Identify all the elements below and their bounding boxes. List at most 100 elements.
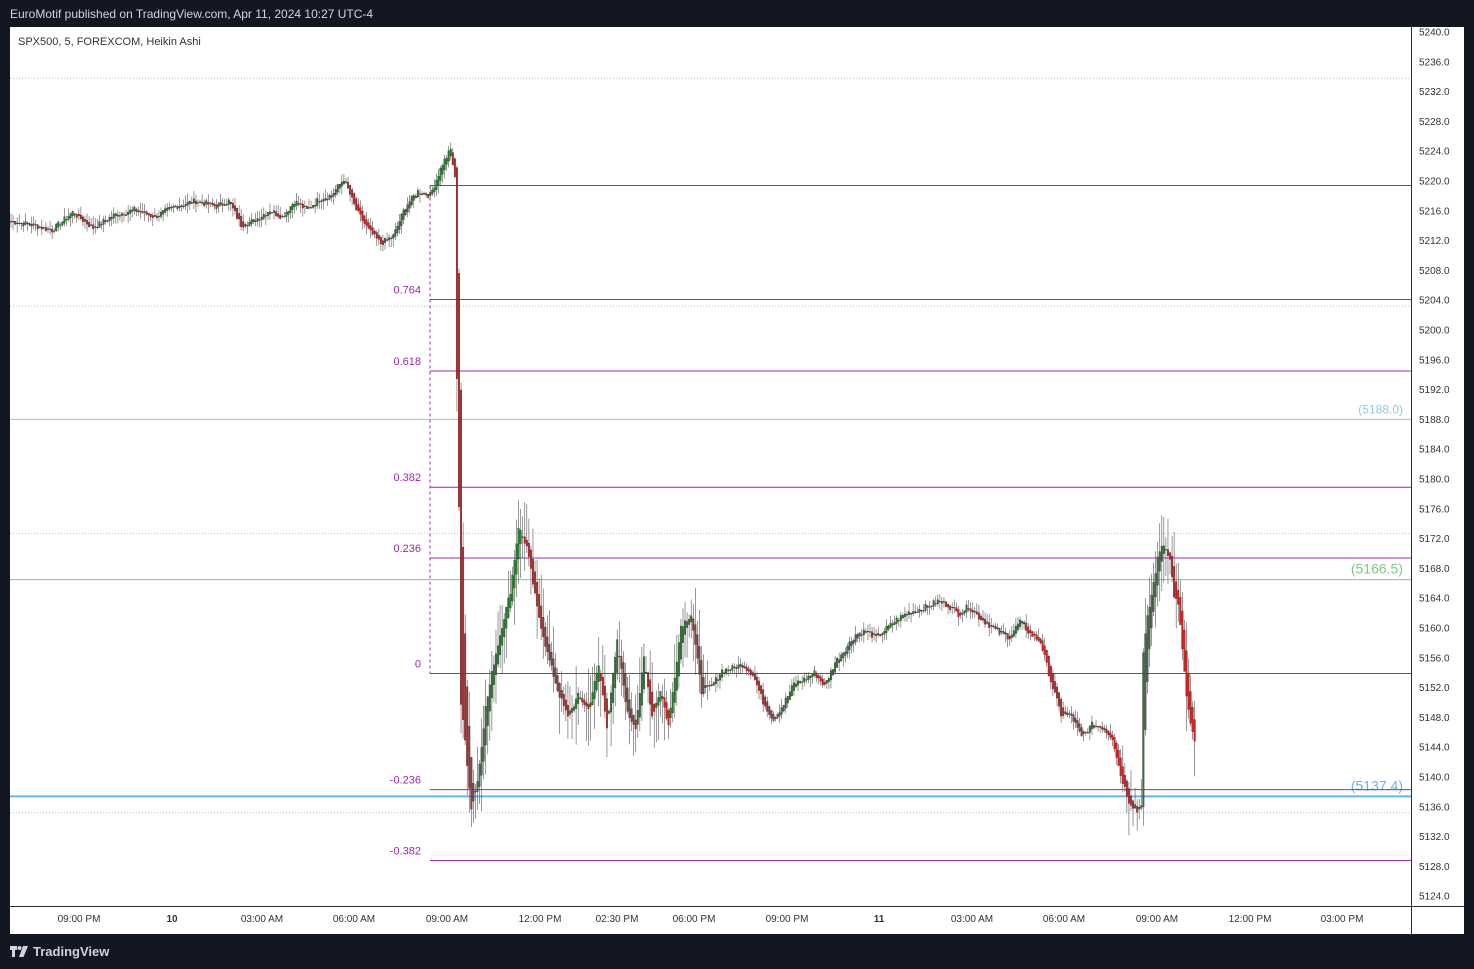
- candle-body: [104, 220, 107, 223]
- candle-body: [955, 607, 958, 612]
- candle-body: [564, 699, 567, 711]
- time-tick-label: 02:30 PM: [596, 914, 639, 925]
- candle-body: [807, 675, 810, 680]
- candle-body: [363, 215, 366, 224]
- candle-body: [1012, 630, 1015, 637]
- candle-body: [749, 669, 752, 676]
- candle-body: [1183, 629, 1186, 672]
- candle-body: [606, 698, 608, 729]
- candle-body: [513, 560, 516, 589]
- candle-body: [511, 574, 514, 602]
- candle-body: [714, 677, 717, 684]
- candle-body: [1193, 719, 1196, 742]
- candle-body: [914, 611, 917, 613]
- candle-body: [753, 673, 756, 680]
- price-tick-label: 5152.0: [1419, 683, 1450, 694]
- candle-body: [112, 213, 115, 219]
- candle-body: [28, 223, 31, 226]
- candle-body: [40, 226, 43, 230]
- horizontal-level-label: (5166.5): [1351, 561, 1403, 577]
- candle-body: [145, 211, 148, 215]
- candle-body: [192, 198, 195, 204]
- candle-body: [81, 216, 84, 222]
- candle-body: [523, 536, 526, 544]
- candle-body: [618, 655, 621, 658]
- candle-body: [305, 205, 308, 209]
- candle-body: [797, 680, 800, 686]
- candle-body: [1119, 757, 1122, 776]
- candle-body: [1025, 622, 1028, 631]
- candle-body: [279, 214, 282, 219]
- candle-body: [558, 683, 561, 698]
- candle-body: [199, 201, 202, 203]
- candle-body: [692, 618, 695, 631]
- candle-body: [86, 220, 88, 225]
- candle-body: [895, 617, 898, 624]
- candle-body: [1101, 726, 1104, 730]
- candle-body: [1066, 712, 1069, 716]
- candle-body: [396, 226, 399, 234]
- candle-body: [338, 183, 341, 189]
- candle-body: [772, 714, 775, 721]
- candle-body: [790, 685, 793, 696]
- candle-body: [231, 202, 234, 209]
- candle-body: [468, 726, 471, 789]
- candle-body: [94, 226, 97, 228]
- candle-body: [423, 192, 426, 195]
- price-tick-label: 5188.0: [1419, 415, 1450, 426]
- candle-body: [414, 195, 417, 199]
- candle-body: [384, 238, 386, 243]
- candle-body: [515, 543, 518, 575]
- price-tick-label: 5144.0: [1419, 743, 1450, 754]
- tradingview-brand[interactable]: TradingView: [10, 944, 109, 959]
- candle-body: [649, 679, 652, 705]
- candle-body: [170, 206, 173, 209]
- candle-body: [569, 710, 571, 715]
- candle-body: [137, 210, 140, 212]
- candle-body: [677, 642, 680, 677]
- candle-body: [620, 656, 623, 669]
- candle-body: [630, 708, 633, 722]
- candle-body: [706, 685, 709, 687]
- candle-body: [801, 681, 804, 683]
- candle-body: [227, 199, 230, 205]
- candle-body: [252, 219, 255, 223]
- candle-body: [702, 677, 705, 694]
- candle-body: [885, 626, 888, 633]
- candle-body: [308, 207, 310, 209]
- candle-body: [669, 707, 672, 718]
- candle-body: [299, 203, 302, 205]
- candle-body: [819, 676, 822, 682]
- candle-body: [924, 604, 927, 611]
- candle-body: [679, 625, 682, 660]
- candle-body: [938, 600, 941, 603]
- price-tick-label: 5196.0: [1419, 355, 1450, 366]
- candle-body: [178, 206, 181, 208]
- candle-body: [229, 202, 232, 205]
- horizontal-level-label: (5137.4): [1351, 777, 1403, 793]
- candle-body: [207, 202, 210, 205]
- candle-body: [877, 633, 880, 636]
- price-tick-label: 5136.0: [1419, 802, 1450, 813]
- candle-body: [844, 651, 847, 656]
- candle-body: [49, 228, 51, 230]
- candle-body: [1014, 625, 1017, 634]
- candle-body: [361, 210, 364, 221]
- candle-body: [197, 202, 199, 204]
- candle-body: [38, 226, 41, 228]
- candle-body: [612, 672, 615, 703]
- candle-body: [768, 706, 771, 715]
- candle-body: [786, 696, 789, 704]
- time-tick-label: 11: [874, 914, 885, 925]
- candle-body: [883, 631, 886, 635]
- candle-body: [273, 210, 275, 213]
- price-tick-label: 5160.0: [1419, 624, 1450, 635]
- candle-body: [151, 215, 154, 218]
- candle-body: [22, 222, 25, 227]
- candle-body: [628, 699, 631, 718]
- candle-body: [328, 195, 331, 200]
- candle-body: [332, 193, 335, 197]
- price-tick-label: 5168.0: [1419, 564, 1450, 575]
- candle-body: [1169, 552, 1171, 560]
